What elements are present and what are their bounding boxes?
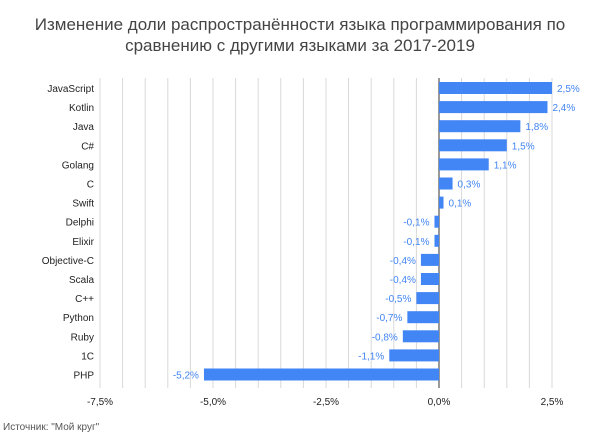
value-label: -0,8%	[372, 332, 398, 343]
bar	[420, 253, 439, 266]
value-label: -1,1%	[358, 351, 384, 362]
value-label: -0,5%	[385, 294, 411, 305]
bar	[439, 120, 521, 133]
x-tick-label: -5,0%	[200, 397, 226, 408]
bar	[439, 82, 552, 94]
category-label: Elixir	[72, 237, 94, 248]
value-label: 2,4%	[552, 103, 575, 114]
bar	[439, 158, 489, 171]
value-label: 0,1%	[449, 199, 472, 210]
category-label: JavaScript	[47, 84, 94, 95]
chart-title-line-2: сравнению с другими языками за 2017-2019	[125, 36, 475, 55]
category-label: Golang	[62, 160, 94, 171]
chart-title: Изменение доли распространённости языка …	[0, 14, 600, 56]
value-label: -0,4%	[390, 256, 416, 267]
x-tick-label: 2,5%	[541, 397, 564, 408]
x-tick-label: 0,0%	[428, 397, 451, 408]
category-label: 1C	[81, 351, 94, 362]
x-tick-label: -2,5%	[313, 397, 339, 408]
bar	[439, 196, 444, 209]
bar	[434, 234, 439, 247]
value-label: 1,1%	[494, 160, 517, 171]
source-note: Источник: "Мой круг"	[3, 422, 100, 433]
category-label: Python	[63, 313, 94, 324]
category-label: Delphi	[66, 218, 94, 229]
bar	[439, 177, 453, 190]
category-label: Java	[73, 122, 95, 133]
category-label: C	[87, 180, 94, 191]
category-label: Kotlin	[69, 103, 94, 114]
value-label: 2,5%	[557, 84, 580, 95]
category-label: C++	[75, 294, 94, 305]
value-label: -5,2%	[173, 371, 199, 382]
category-label: PHP	[73, 371, 94, 382]
value-label: 1,8%	[525, 122, 548, 133]
category-label: C#	[81, 141, 94, 152]
value-label: -0,4%	[390, 275, 416, 286]
category-label: Scala	[69, 275, 94, 286]
bar	[402, 330, 439, 343]
bar	[439, 101, 548, 114]
category-label: Swift	[72, 199, 94, 210]
bar	[439, 139, 507, 152]
bar	[389, 349, 439, 362]
category-label: Objective-C	[42, 256, 94, 267]
bar	[416, 292, 439, 305]
category-label: Ruby	[71, 332, 94, 343]
value-label: 0,3%	[458, 180, 481, 191]
bar	[420, 273, 439, 285]
bar	[434, 215, 439, 228]
value-label: -0,7%	[376, 313, 402, 324]
x-tick-label: -7,5%	[87, 397, 113, 408]
value-label: -0,1%	[403, 237, 429, 248]
bar	[407, 311, 439, 324]
value-label: 1,5%	[512, 141, 535, 152]
chart-title-line-1: Изменение доли распространённости языка …	[34, 15, 566, 34]
value-label: -0,1%	[403, 218, 429, 229]
bar	[203, 368, 439, 381]
